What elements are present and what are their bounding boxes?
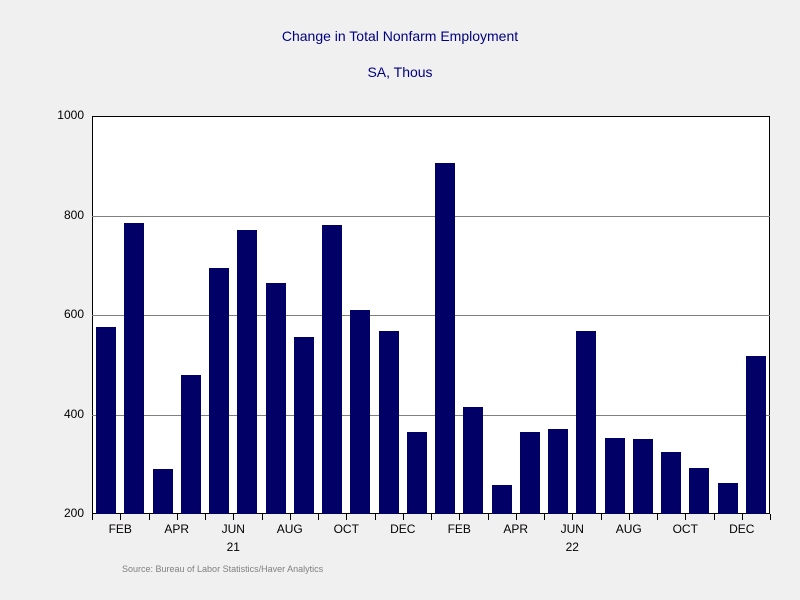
- xtick-label: DEC: [729, 522, 754, 536]
- bar: [520, 432, 540, 514]
- chart-title: Change in Total Nonfarm Employment: [0, 28, 800, 44]
- bar: [605, 438, 625, 514]
- gridline: [92, 315, 770, 316]
- xtick-label: JUN: [222, 522, 245, 536]
- xtick-label: APR: [164, 522, 189, 536]
- bar: [407, 432, 427, 514]
- xtick: [742, 514, 743, 520]
- chart-container: Change in Total Nonfarm Employment SA, T…: [0, 0, 800, 600]
- plot-area: [92, 116, 770, 514]
- bar: [746, 356, 766, 514]
- xtick: [572, 514, 573, 520]
- bar: [492, 485, 512, 514]
- ytick-label: 1000: [34, 108, 84, 122]
- xtick: [685, 514, 686, 520]
- xtick: [714, 514, 715, 520]
- bar: [322, 225, 342, 514]
- xtick: [233, 514, 234, 520]
- xtick-label: AUG: [277, 522, 303, 536]
- xtick-label: FEB: [448, 522, 471, 536]
- xtick: [375, 514, 376, 520]
- xtick-label: FEB: [109, 522, 132, 536]
- xtick: [488, 514, 489, 520]
- bar: [576, 331, 596, 514]
- xtick: [403, 514, 404, 520]
- bar: [463, 407, 483, 514]
- year-label: 22: [566, 540, 579, 554]
- xtick: [290, 514, 291, 520]
- bar: [237, 230, 257, 514]
- xtick-label: JUN: [561, 522, 584, 536]
- bar: [435, 163, 455, 514]
- bar: [350, 310, 370, 514]
- source-label: Source: Bureau of Labor Statistics/Haver…: [122, 564, 323, 574]
- xtick: [601, 514, 602, 520]
- xtick: [459, 514, 460, 520]
- bar: [689, 468, 709, 514]
- xtick: [177, 514, 178, 520]
- ytick-label: 400: [34, 407, 84, 421]
- bar: [718, 483, 738, 514]
- xtick: [657, 514, 658, 520]
- xtick: [431, 514, 432, 520]
- bar: [96, 327, 116, 514]
- bar: [266, 283, 286, 514]
- xtick: [205, 514, 206, 520]
- xtick: [318, 514, 319, 520]
- xtick: [262, 514, 263, 520]
- bar: [181, 375, 201, 514]
- xtick-label: DEC: [390, 522, 415, 536]
- xtick-label: APR: [503, 522, 528, 536]
- ytick-label: 800: [34, 208, 84, 222]
- xtick-label: OCT: [673, 522, 698, 536]
- chart-subtitle: SA, Thous: [0, 64, 800, 80]
- xtick: [629, 514, 630, 520]
- ytick-label: 200: [34, 506, 84, 520]
- xtick: [346, 514, 347, 520]
- xtick: [516, 514, 517, 520]
- bar: [633, 439, 653, 514]
- xtick-label: OCT: [334, 522, 359, 536]
- ytick-label: 600: [34, 307, 84, 321]
- gridline: [92, 216, 770, 217]
- bar: [294, 337, 314, 514]
- bar: [124, 223, 144, 514]
- year-label: 21: [227, 540, 240, 554]
- bar: [379, 331, 399, 514]
- xtick: [120, 514, 121, 520]
- xtick-label: AUG: [616, 522, 642, 536]
- xtick: [92, 514, 93, 520]
- xtick: [770, 514, 771, 520]
- xtick: [149, 514, 150, 520]
- bar: [661, 452, 681, 514]
- bar: [209, 268, 229, 514]
- bar: [548, 429, 568, 514]
- xtick: [544, 514, 545, 520]
- bar: [153, 469, 173, 514]
